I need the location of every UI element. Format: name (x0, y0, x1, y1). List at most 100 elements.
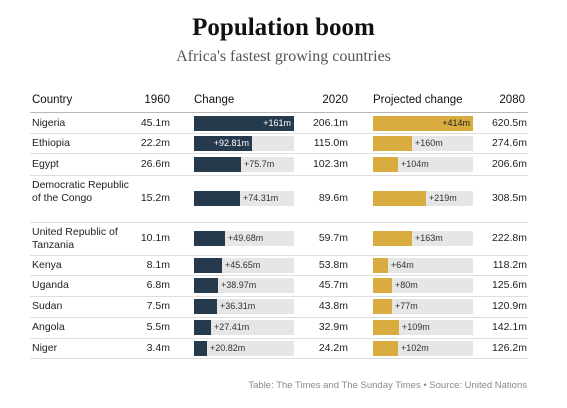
chart-subtitle: Africa's fastest growing countries (176, 48, 391, 65)
change-bar (194, 340, 207, 356)
row-divider (30, 296, 528, 297)
header-change: Change (194, 94, 235, 106)
row-divider (30, 338, 528, 339)
projected-track: +163m (373, 231, 473, 246)
projected-bar (373, 299, 392, 314)
value-2080: 620.5m (491, 116, 527, 129)
projected-track: +109m (373, 320, 473, 335)
table-top-rule (30, 112, 528, 113)
country-label: Angola (32, 321, 65, 333)
value-2020: 43.8m (318, 300, 348, 312)
change-bar-label: +92.81m (213, 137, 249, 148)
change-track: +75.7m (194, 156, 294, 172)
country-label: Nigeria (32, 116, 66, 129)
value-2020: 53.8m (318, 258, 348, 271)
projected-bar (373, 320, 399, 335)
change-bar (194, 278, 218, 293)
change-track: +36.31m (194, 299, 294, 314)
country-label: Sudan (32, 300, 63, 312)
value-2020: 102.3m (312, 157, 348, 170)
change-bar-label: +75.7m (244, 158, 275, 169)
projected-bar (373, 115, 473, 131)
projected-bar-label: +102m (401, 342, 429, 353)
change-bar-label: +49.68m (228, 233, 264, 243)
header-projected-change: Projected change (373, 94, 463, 106)
value-1960: 15.2m (140, 192, 170, 204)
row-divider (30, 133, 528, 134)
change-track: +49.68m (194, 231, 294, 246)
country-label: Ethiopia (32, 136, 70, 149)
header-country: Country (32, 94, 73, 106)
chart-title: Population boom (192, 14, 375, 41)
value-1960: 6.8m (146, 279, 170, 291)
change-track: +161m (194, 115, 294, 131)
change-bar (194, 156, 241, 172)
projected-bar-label: +163m (415, 233, 443, 243)
value-2080: 120.9m (491, 300, 527, 312)
change-bar-label: +36.31m (220, 301, 256, 311)
projected-track: +414m (373, 115, 473, 131)
projected-track: +77m (373, 299, 473, 314)
source-note: Table: The Times and The Sunday Times • … (248, 380, 527, 391)
row-divider (30, 358, 528, 359)
country-label: Democratic Republic of the Congo (32, 179, 129, 204)
projected-bar-label: +219m (429, 193, 457, 203)
country-label: Niger (32, 341, 58, 354)
value-1960: 3.4m (146, 341, 170, 354)
projected-bar-label: +160m (415, 137, 443, 148)
row-divider (30, 317, 528, 318)
change-bar (194, 257, 222, 273)
value-2020: 24.2m (318, 341, 348, 354)
projected-bar-label: +414m (442, 117, 470, 128)
change-bar-label: +38.97m (221, 280, 257, 290)
projected-bar (373, 340, 398, 356)
value-2080: 206.6m (491, 157, 527, 170)
country-label: Kenya (32, 258, 62, 271)
projected-bar (373, 135, 412, 151)
change-track: +27.41m (194, 320, 294, 335)
projected-track: +104m (373, 156, 473, 172)
country-label: Egypt (32, 157, 59, 170)
row-divider (30, 255, 528, 256)
value-2080: 118.2m (492, 258, 527, 271)
projected-track: +160m (373, 135, 473, 151)
header-2020: 2020 (322, 94, 348, 106)
value-2020: 32.9m (318, 321, 348, 333)
value-1960: 22.2m (140, 136, 170, 149)
change-bar (194, 299, 217, 314)
value-1960: 5.5m (146, 321, 170, 333)
row-divider (30, 222, 528, 223)
value-2020: 115.0m (313, 136, 348, 149)
projected-bar-label: +64m (391, 259, 414, 270)
value-1960: 26.6m (140, 157, 170, 170)
value-2080: 142.1m (491, 321, 527, 333)
value-2080: 125.6m (491, 279, 527, 291)
country-label: United Republic of Tanzania (32, 225, 118, 251)
value-1960: 8.1m (146, 258, 170, 271)
change-track: +45.65m (194, 257, 294, 273)
value-2080: 222.8m (491, 232, 527, 244)
change-track: +74.31m (194, 191, 294, 206)
change-bar-label: +45.65m (225, 259, 261, 270)
change-bar-label: +161m (263, 117, 291, 128)
change-bar (194, 191, 240, 206)
change-bar (194, 115, 294, 131)
projected-bar (373, 231, 412, 246)
value-1960: 10.1m (140, 232, 170, 244)
change-bar-label: +20.82m (210, 342, 246, 353)
projected-bar-label: +77m (395, 301, 418, 311)
change-bar (194, 135, 252, 151)
change-bar-label: +27.41m (214, 322, 250, 332)
row-divider (30, 175, 528, 176)
change-track: +92.81m (194, 135, 294, 151)
value-2020: 206.1m (312, 116, 348, 129)
header-2080: 2080 (499, 94, 525, 106)
change-track: +38.97m (194, 278, 294, 293)
value-2080: 308.5m (491, 192, 527, 204)
projected-track: +80m (373, 278, 473, 293)
projected-bar (373, 156, 398, 172)
value-1960: 45.1m (140, 116, 170, 129)
change-track: +20.82m (194, 340, 294, 356)
row-divider (30, 275, 528, 276)
value-2020: 45.7m (318, 279, 348, 291)
